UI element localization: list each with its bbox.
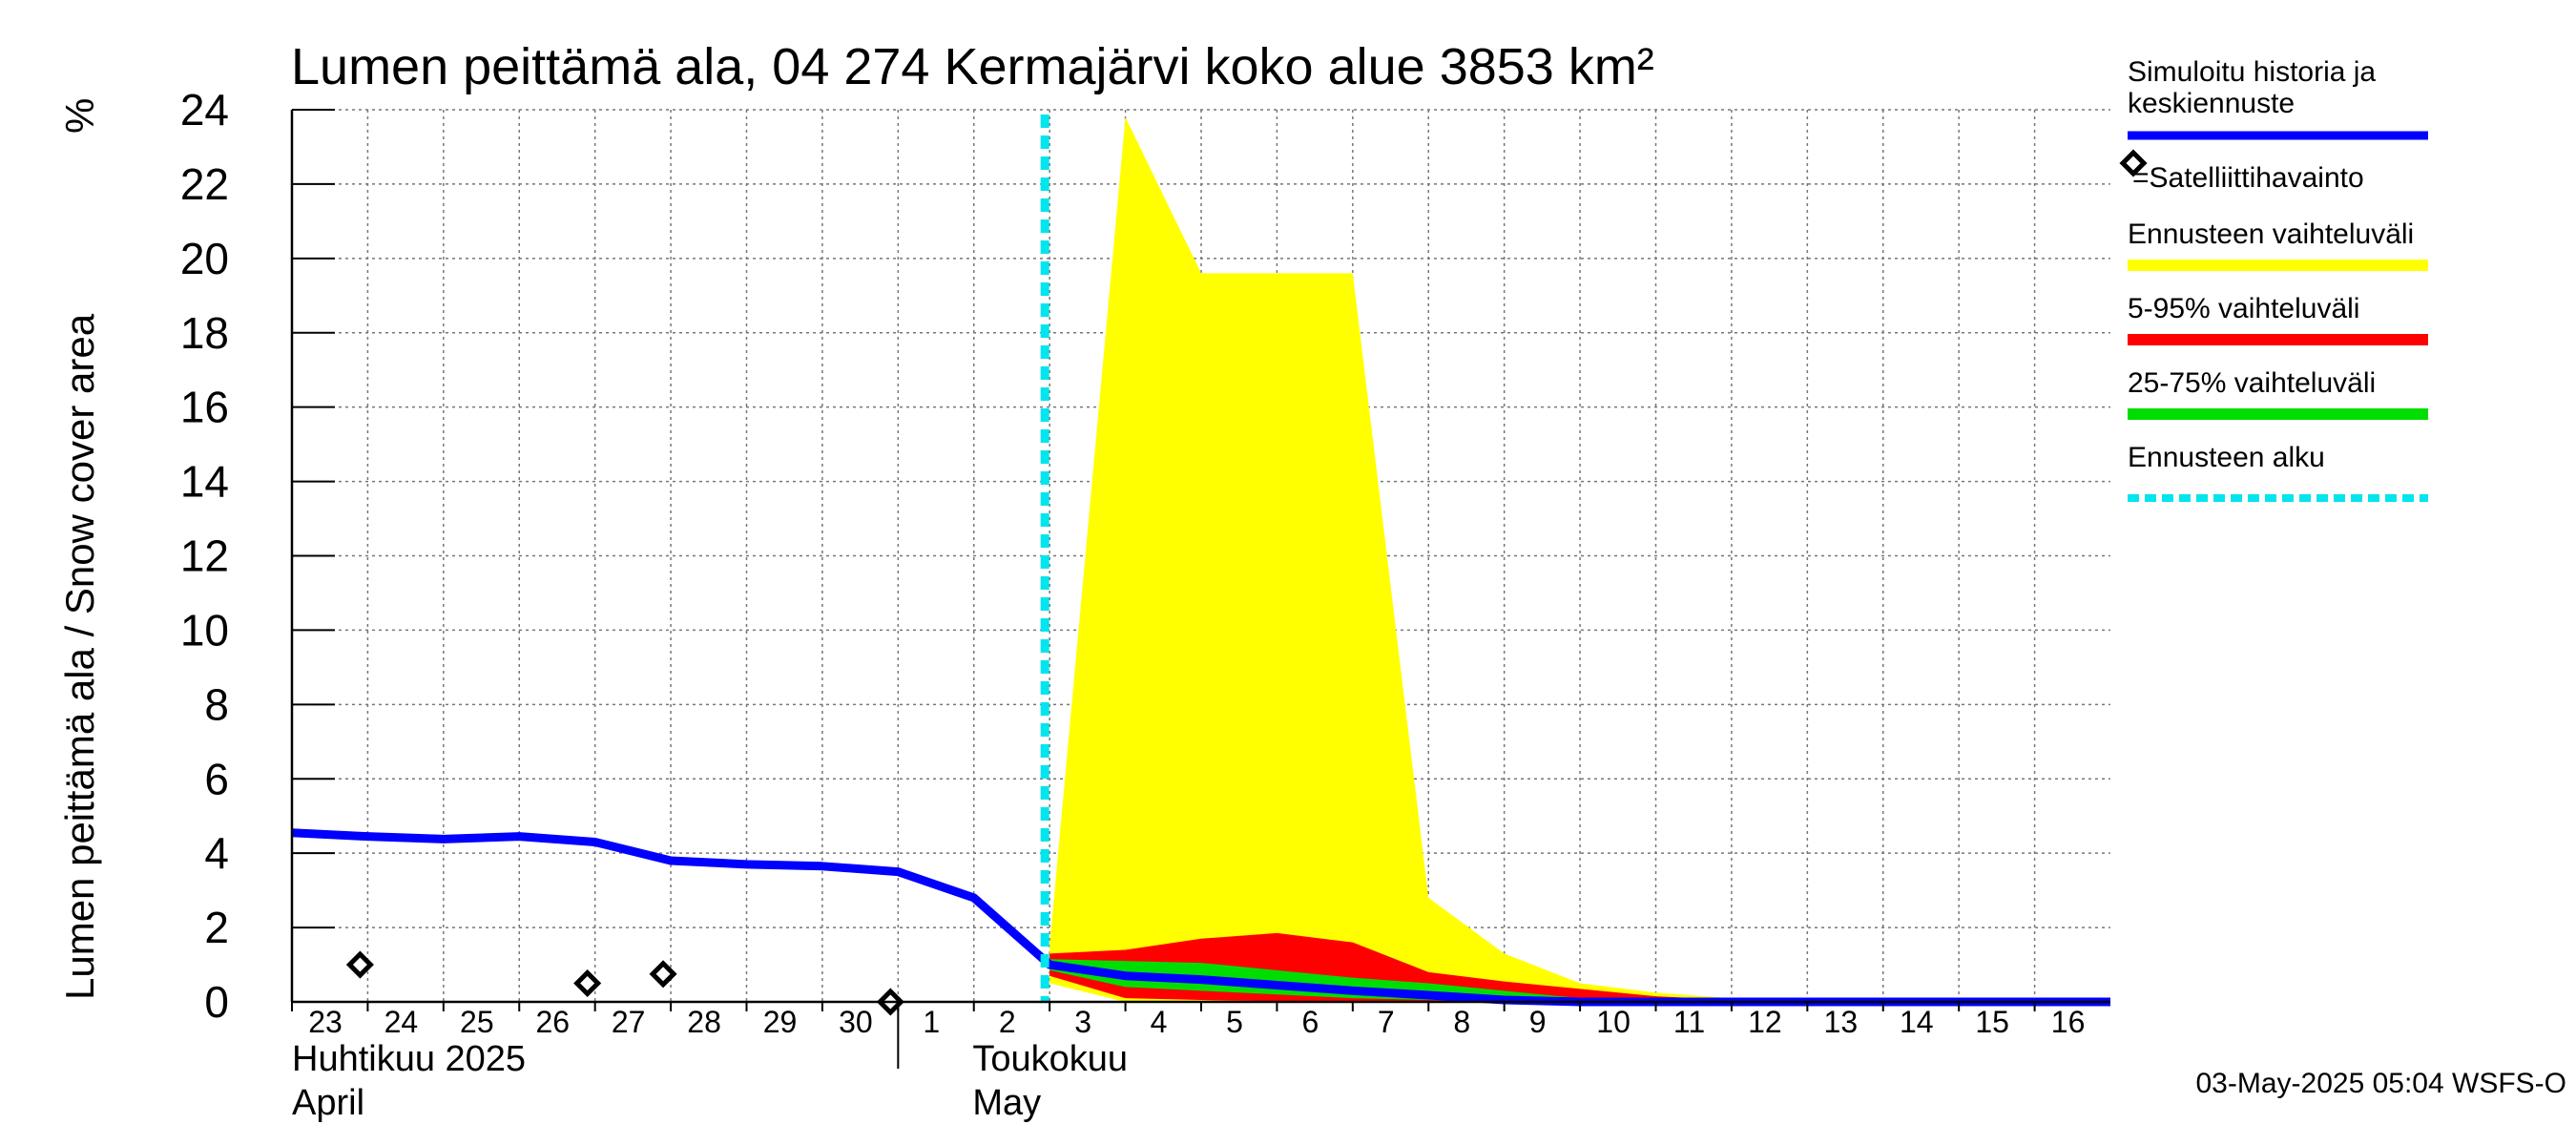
- month-label-en: April: [292, 1083, 364, 1123]
- legend-label-band: 5-95% vaihteluväli: [2128, 293, 2359, 324]
- band-ffff00: [1049, 116, 2110, 1002]
- x-tick-label: 30: [839, 1005, 873, 1039]
- timestamp: 03-May-2025 05:04 WSFS-O: [2196, 1068, 2567, 1099]
- x-tick-label: 11: [1673, 1005, 1705, 1039]
- y-tick-label: 0: [204, 977, 229, 1027]
- satellite-observations: [345, 950, 904, 1016]
- x-tick-label: 26: [535, 1005, 570, 1039]
- legend-label-mean-2: keskiennuste: [2128, 88, 2295, 119]
- legend-label-satellite: =Satelliittihavainto: [2132, 162, 2364, 194]
- satellite-obs-marker: [649, 960, 677, 989]
- month-label-en: May: [972, 1083, 1041, 1123]
- x-tick-label: 8: [1453, 1005, 1470, 1039]
- y-tick-label: 18: [180, 308, 229, 358]
- y-axis-unit: %: [57, 98, 102, 134]
- y-tick-label: 10: [180, 605, 229, 655]
- x-tick-label: 2: [999, 1005, 1016, 1039]
- x-tick-label: 15: [1975, 1005, 2009, 1039]
- x-tick-label: 9: [1529, 1005, 1547, 1039]
- x-tick-label: 1: [923, 1005, 940, 1039]
- x-tick-label: 28: [687, 1005, 721, 1039]
- month-label-fi: Huhtikuu 2025: [292, 1039, 526, 1079]
- x-tick-label: 29: [763, 1005, 798, 1039]
- x-tick-label: 27: [612, 1005, 646, 1039]
- y-tick-label: 8: [204, 679, 229, 729]
- x-tick-label: 10: [1596, 1005, 1631, 1039]
- legend-label-mean-1: Simuloitu historia ja: [2128, 56, 2376, 88]
- x-tick-label: 25: [460, 1005, 494, 1039]
- x-tick-label: 4: [1151, 1005, 1168, 1039]
- y-tick-label: 14: [180, 457, 229, 507]
- x-tick-label: 7: [1378, 1005, 1395, 1039]
- y-tick-label: 20: [180, 234, 229, 283]
- satellite-obs-marker: [573, 968, 602, 998]
- x-tick-label: 14: [1900, 1005, 1934, 1039]
- x-tick-label: 23: [308, 1005, 343, 1039]
- month-label-fi: Toukokuu: [972, 1039, 1128, 1079]
- legend-label-band: 25-75% vaihteluväli: [2128, 367, 2376, 399]
- x-tick-label: 24: [384, 1005, 419, 1039]
- x-tick-label: 6: [1302, 1005, 1319, 1039]
- legend-label-forecast-start: Ennusteen alku: [2128, 442, 2325, 473]
- legend-swatch-satellite: [2119, 149, 2148, 177]
- axes: [290, 109, 2110, 1069]
- y-tick-label: 4: [204, 828, 229, 878]
- y-tick-label: 6: [204, 754, 229, 803]
- legend-label-band: Ennusteen vaihteluväli: [2128, 219, 2414, 250]
- y-tick-label: 22: [180, 159, 229, 209]
- x-tick-label: 16: [2051, 1005, 2086, 1039]
- y-tick-label: 2: [204, 903, 229, 952]
- x-tick-label: 3: [1074, 1005, 1091, 1039]
- y-tick-label: 16: [180, 383, 229, 432]
- y-tick-label: 24: [180, 85, 229, 135]
- x-tick-label: 5: [1226, 1005, 1243, 1039]
- x-tick-label: 13: [1824, 1005, 1859, 1039]
- chart-title: Lumen peittämä ala, 04 274 Kermajärvi ko…: [291, 38, 1654, 95]
- y-tick-label: 12: [180, 531, 229, 581]
- satellite-obs-marker: [345, 950, 374, 979]
- y-axis-label: Lumen peittämä ala / Snow cover area: [57, 313, 102, 1000]
- x-tick-label: 12: [1748, 1005, 1782, 1039]
